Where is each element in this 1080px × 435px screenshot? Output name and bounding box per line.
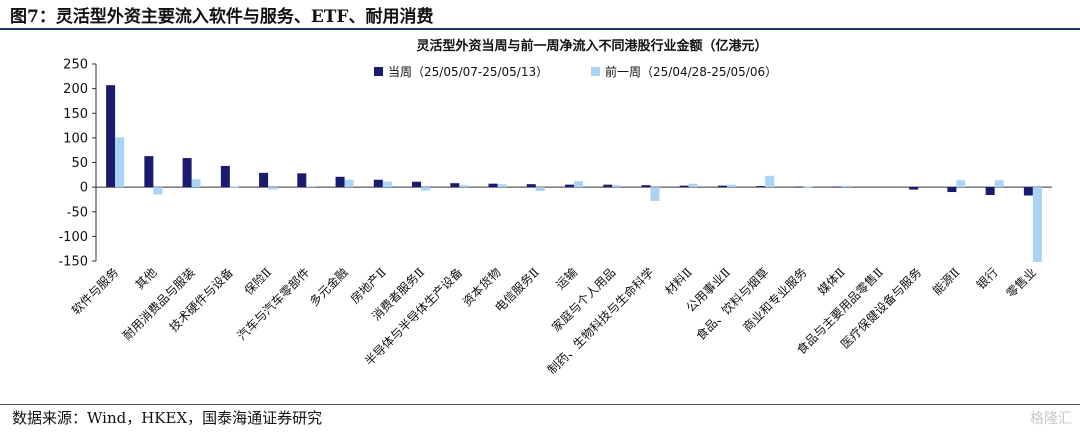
bar-previous-week-6 <box>344 179 354 188</box>
bar-current-week-24 <box>1023 187 1033 196</box>
x-category-label: 食品、饮料与烟草 <box>693 265 771 343</box>
bar-current-week-14 <box>641 185 651 188</box>
bar-previous-week-12 <box>574 181 583 188</box>
bar-previous-week-18 <box>803 186 813 188</box>
bar-current-week-1 <box>144 156 154 188</box>
bar-current-week-17 <box>756 186 766 188</box>
x-category-label: 银行 <box>974 265 1001 292</box>
bar-chart: 灵活型外资当周与前一周净流入不同港股行业金额（亿港元） 当周（25/05/07-… <box>58 38 1052 377</box>
bar-previous-week-11 <box>535 187 545 192</box>
source-note: 数据来源：Wind，HKEX，国泰海通证券研究 <box>12 409 323 427</box>
bar-previous-week-4 <box>268 187 278 190</box>
legend-label-current-week: 当周（25/05/07-25/05/13） <box>388 65 548 79</box>
bars <box>106 85 1042 262</box>
legend: 当周（25/05/07-25/05/13） 前一周（25/04/28-25/05… <box>374 64 777 79</box>
bar-current-week-13 <box>603 184 613 188</box>
bar-current-week-4 <box>259 172 269 188</box>
x-category-label: 保险Ⅱ <box>241 265 274 298</box>
bar-current-week-8 <box>412 181 422 188</box>
bar-current-week-12 <box>565 184 574 188</box>
bar-previous-week-17 <box>765 175 775 188</box>
y-tick-label: -100 <box>58 230 88 245</box>
watermark-logo: 格隆汇 <box>1030 411 1072 427</box>
y-tick-label: 100 <box>63 131 88 146</box>
bar-previous-week-0 <box>115 137 125 188</box>
x-category-label: 能源Ⅱ <box>930 265 963 298</box>
legend-label-previous-week: 前一周（25/04/28-25/05/06） <box>605 64 777 79</box>
bar-current-week-9 <box>450 183 460 188</box>
bar-previous-week-8 <box>421 187 431 191</box>
bar-current-week-18 <box>794 186 804 188</box>
bar-previous-week-2 <box>191 179 201 188</box>
x-category-label: 家庭与个人用品 <box>548 265 618 335</box>
bar-current-week-10 <box>488 183 498 188</box>
legend-swatch-previous-week <box>591 67 600 76</box>
figure-title: 图7：灵活型外资主要流入软件与服务、ETF、耐用消费 <box>10 7 434 27</box>
x-category-label: 媒体Ⅱ <box>815 265 848 298</box>
bar-previous-week-5 <box>306 186 316 188</box>
bar-current-week-7 <box>373 179 383 188</box>
y-tick-label: -50 <box>67 205 88 220</box>
x-category-label: 材料Ⅱ <box>662 265 695 298</box>
footer-rule <box>0 404 1080 405</box>
x-category-label: 其他 <box>133 265 160 292</box>
bar-current-week-21 <box>909 187 919 190</box>
x-category-label: 多元金融 <box>306 265 351 310</box>
bar-current-week-6 <box>335 176 345 188</box>
bar-current-week-15 <box>679 185 689 188</box>
bar-current-week-19 <box>832 186 842 188</box>
y-tick-label: 150 <box>63 107 88 122</box>
bar-previous-week-13 <box>612 185 622 188</box>
y-tick-label: 50 <box>71 156 88 171</box>
x-category-label: 运输 <box>553 265 581 293</box>
title-rule <box>0 28 1080 30</box>
y-tick-label: -150 <box>58 255 88 270</box>
y-tick-label: 0 <box>80 181 88 196</box>
bar-current-week-5 <box>297 173 307 188</box>
bar-current-week-22 <box>947 187 957 193</box>
bar-previous-week-10 <box>497 184 507 188</box>
bar-previous-week-22 <box>956 180 966 188</box>
chart-title: 灵活型外资当周与前一周净流入不同港股行业金额（亿港元） <box>416 38 767 54</box>
bar-previous-week-3 <box>229 186 239 188</box>
bar-current-week-2 <box>182 158 192 188</box>
bar-current-week-16 <box>717 185 727 188</box>
bar-current-week-3 <box>220 165 230 188</box>
y-axis: 250 200 150 100 50 0 -50 -100 -150 <box>58 58 1052 270</box>
x-category-label: 商业和专业服务 <box>740 265 810 335</box>
bar-previous-week-23 <box>994 180 1004 188</box>
bar-previous-week-9 <box>459 185 469 188</box>
bar-previous-week-7 <box>382 181 392 188</box>
y-tick-label: 250 <box>63 58 88 73</box>
bar-previous-week-15 <box>688 183 698 188</box>
bar-current-week-23 <box>985 187 995 196</box>
bar-previous-week-16 <box>726 184 736 188</box>
x-category-label: 汽车与汽车零部件 <box>234 265 312 343</box>
bar-previous-week-1 <box>153 187 163 195</box>
legend-swatch-current-week <box>374 67 383 76</box>
x-category-label: 软件与服务 <box>68 265 121 318</box>
bar-previous-week-19 <box>841 185 851 188</box>
y-tick-label: 200 <box>63 82 88 97</box>
bar-current-week-0 <box>106 85 116 188</box>
x-category-label: 零售业 <box>1003 265 1039 301</box>
bar-previous-week-24 <box>1032 187 1042 262</box>
bar-current-week-11 <box>526 184 536 188</box>
bar-previous-week-14 <box>650 187 660 201</box>
